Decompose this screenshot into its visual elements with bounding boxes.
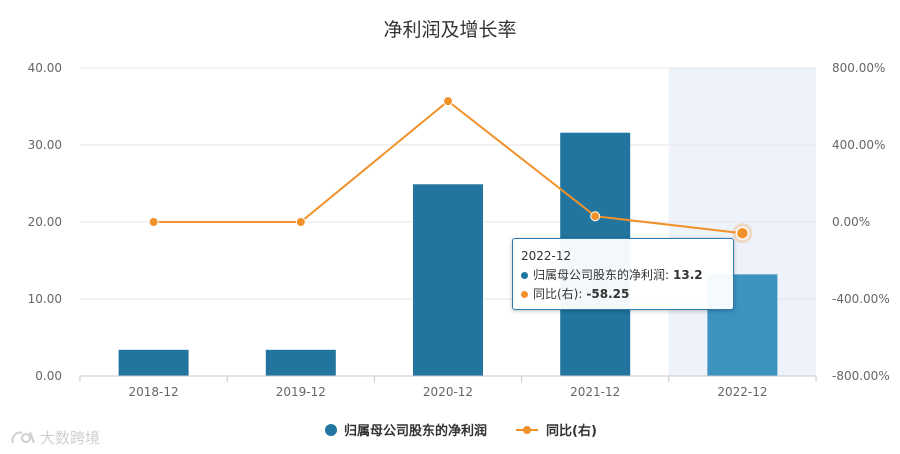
legend-bar-label[interactable]: 归属母公司股东的净利润 (344, 423, 487, 439)
line-point (735, 226, 750, 240)
x-tick-label: 2020-12 (423, 385, 473, 399)
y-right-tick-label: 800.00% (832, 61, 885, 75)
y-left-tick-label: 10.00 (28, 292, 62, 306)
tooltip-row-value: 13.2 (673, 268, 703, 282)
bar (118, 349, 189, 376)
line-point (148, 217, 159, 227)
tooltip-bar-dot (521, 272, 528, 279)
x-tick-label: 2019-12 (276, 385, 326, 399)
line-point (590, 211, 601, 222)
tooltip: 2022-12 归属母公司股东的净利润: 13.2 同比(右): -58.25 (512, 238, 734, 310)
y-left-tick-label: 0.00 (35, 369, 62, 383)
tooltip-row-growth: 同比(右): -58.25 (521, 285, 725, 304)
watermark-text: 大数跨境 (40, 429, 101, 447)
y-axis-right: -800.00% -400.00% 0.00% 400.00% 800.00% (832, 61, 890, 383)
line-point (295, 217, 306, 227)
y-right-tick-label: -800.00% (832, 369, 890, 383)
legend-line-marker-dot (523, 426, 531, 434)
bar (413, 184, 483, 376)
y-left-tick-label: 20.00 (28, 215, 62, 229)
x-tick-label: 2022-12 (717, 385, 767, 399)
watermark: 大数跨境 (10, 427, 100, 448)
tooltip-header: 2022-12 (521, 249, 572, 263)
y-right-tick-label: 0.00% (832, 215, 870, 229)
tooltip-line-dot (521, 291, 528, 298)
tooltip-row-label: 归属母公司股东的净利润: (533, 268, 670, 282)
y-right-tick-label: 400.00% (832, 138, 885, 152)
y-axis-left: 0.00 10.00 20.00 30.00 40.00 (28, 61, 62, 383)
watermark-logo-icon (11, 431, 35, 443)
tooltip-row-profit: 归属母公司股东的净利润: 13.2 (521, 266, 725, 285)
tooltip-row-value: -58.25 (586, 287, 630, 301)
line-point (443, 96, 453, 107)
x-tick-label: 2018-12 (129, 385, 179, 399)
legend-line-label[interactable]: 同比(右) (546, 423, 597, 439)
legend-bar-marker (325, 424, 337, 436)
tooltip-row-label: 同比(右): (533, 287, 583, 301)
y-left-tick-label: 40.00 (28, 61, 62, 75)
bar (265, 349, 336, 376)
x-tick-label: 2021-12 (570, 385, 620, 399)
x-axis: 2018-12 2019-12 2020-12 2021-12 2022-12 (79, 375, 817, 399)
chart-title: 净利润及增长率 (383, 19, 516, 41)
line-series (148, 96, 753, 244)
y-right-tick-label: -400.00% (832, 292, 890, 306)
legend: 归属母公司股东的净利润 同比(右) (325, 423, 597, 439)
y-left-tick-label: 30.00 (28, 138, 62, 152)
